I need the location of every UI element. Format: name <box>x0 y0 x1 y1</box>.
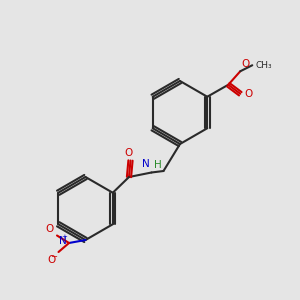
Text: CH₃: CH₃ <box>255 61 272 70</box>
Text: O: O <box>242 59 250 69</box>
Text: +: + <box>61 234 68 240</box>
Text: H: H <box>154 160 162 170</box>
Text: O: O <box>48 255 56 265</box>
Text: O: O <box>46 224 54 234</box>
Text: O: O <box>245 89 253 99</box>
Text: N: N <box>142 159 150 169</box>
Text: N: N <box>59 236 67 247</box>
Text: −: − <box>50 252 58 261</box>
Text: O: O <box>125 148 133 158</box>
